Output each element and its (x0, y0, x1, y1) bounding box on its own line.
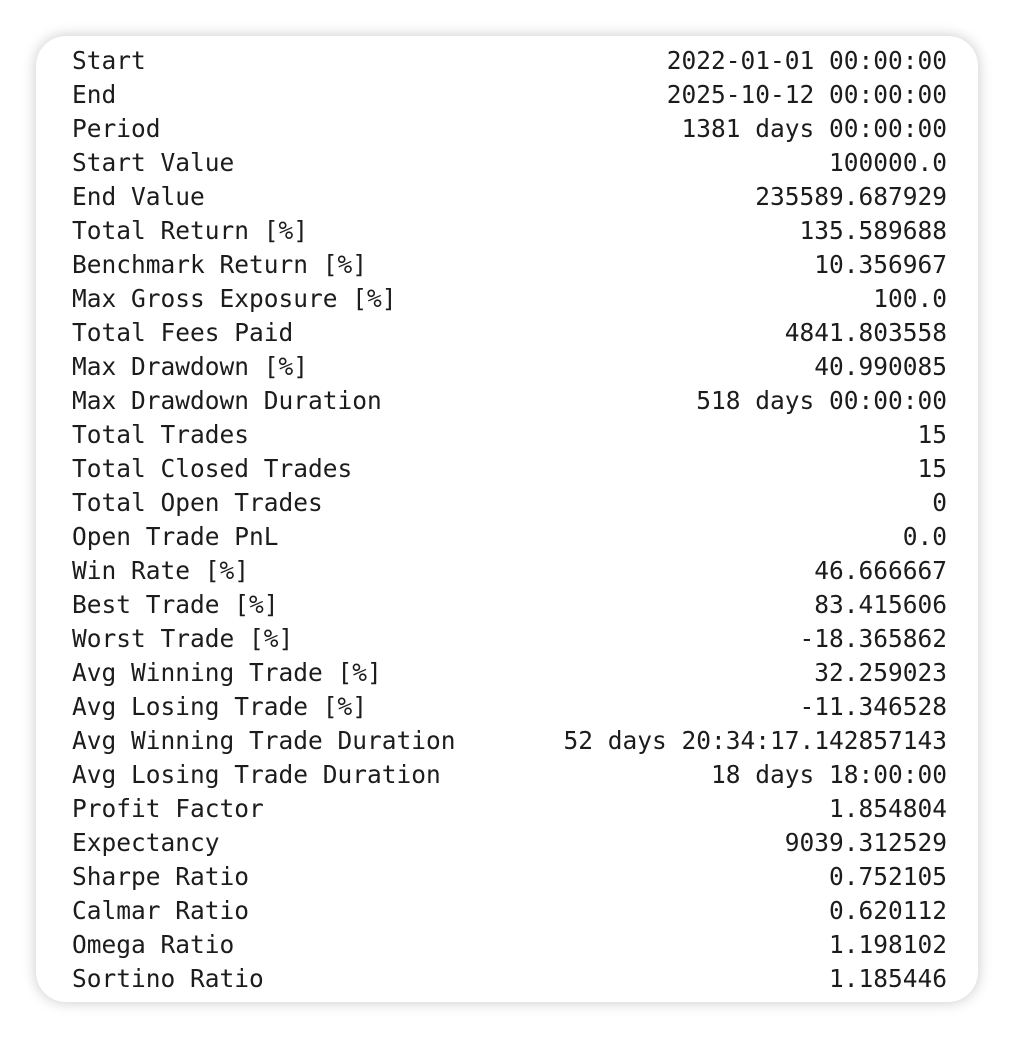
stat-row: Avg Losing Trade [%] -11.346528 (72, 690, 947, 724)
stat-row: Expectancy 9039.312529 (72, 826, 947, 860)
stat-value: 32.259023 (814, 658, 947, 687)
stat-value: 2022-01-01 00:00:00 (666, 46, 947, 75)
stat-value: -11.346528 (799, 692, 947, 721)
stat-row: End 2025-10-12 00:00:00 (72, 78, 947, 112)
stat-value: 235589.687929 (755, 182, 947, 211)
stat-row: Total Fees Paid 4841.803558 (72, 316, 947, 350)
stat-label: Sharpe Ratio (72, 862, 250, 891)
stat-value: 0.0 (902, 522, 947, 551)
stat-value: 1381 days 00:00:00 (681, 114, 947, 143)
stat-value: 9039.312529 (784, 828, 947, 857)
stat-value: 1.198102 (828, 930, 947, 959)
stat-label: Avg Losing Trade [%] (72, 692, 368, 721)
stat-label: Total Fees Paid (72, 318, 294, 347)
stat-value: 46.666667 (814, 556, 947, 585)
stat-label: Total Return [%] (72, 216, 309, 245)
stats-table: Start 2022-01-01 00:00:00 End 2025-10-12 00… (72, 44, 947, 996)
stat-value: 15 (917, 454, 947, 483)
stat-label: Omega Ratio (72, 930, 235, 959)
stat-label: Period (72, 114, 161, 143)
stat-row: Sortino Ratio 1.185446 (72, 962, 947, 996)
stat-row: Avg Winning Trade Duration 52 days 20:34:… (72, 724, 947, 758)
stat-row: Max Gross Exposure [%] 100.0 (72, 282, 947, 316)
stat-row: Worst Trade [%] -18.365862 (72, 622, 947, 656)
stat-value: 135.589688 (799, 216, 947, 245)
stat-row: Start 2022-01-01 00:00:00 (72, 44, 947, 78)
stat-label: Sortino Ratio (72, 964, 264, 993)
stat-value: 83.415606 (814, 590, 947, 619)
stat-label: Total Closed Trades (72, 454, 353, 483)
stat-value: 52 days 20:34:17.142857143 (563, 726, 947, 755)
stat-value: 18 days 18:00:00 (710, 760, 947, 789)
stat-row: Omega Ratio 1.198102 (72, 928, 947, 962)
stat-row: Max Drawdown Duration 518 days 00:00:00 (72, 384, 947, 418)
stat-row: Sharpe Ratio 0.752105 (72, 860, 947, 894)
stats-card: Start 2022-01-01 00:00:00 End 2025-10-12 00… (36, 36, 978, 1002)
stat-label: Profit Factor (72, 794, 264, 823)
stat-row: Calmar Ratio 0.620112 (72, 894, 947, 928)
stat-row: Best Trade [%] 83.415606 (72, 588, 947, 622)
stat-label: Open Trade PnL (72, 522, 279, 551)
stat-label: Expectancy (72, 828, 220, 857)
stat-label: End (72, 80, 117, 109)
stat-row: Profit Factor 1.854804 (72, 792, 947, 826)
stat-label: Benchmark Return [%] (72, 250, 368, 279)
stat-row: Total Open Trades 0 (72, 486, 947, 520)
stat-row: Period 1381 days 00:00:00 (72, 112, 947, 146)
stat-value: 0.620112 (828, 896, 947, 925)
stat-label: Win Rate [%] (72, 556, 250, 585)
stat-label: Max Drawdown Duration (72, 386, 382, 415)
stat-label: Calmar Ratio (72, 896, 250, 925)
stat-value: 1.185446 (828, 964, 947, 993)
stat-row: Max Drawdown [%] 40.990085 (72, 350, 947, 384)
stat-value: -18.365862 (799, 624, 947, 653)
stat-row: Open Trade PnL 0.0 (72, 520, 947, 554)
stat-row: Benchmark Return [%] 10.356967 (72, 248, 947, 282)
stat-value: 0 (932, 488, 947, 517)
stat-label: Best Trade [%] (72, 590, 279, 619)
stat-value: 10.356967 (814, 250, 947, 279)
stat-row: End Value 235589.687929 (72, 180, 947, 214)
stat-value: 518 days 00:00:00 (696, 386, 947, 415)
stat-label: Total Trades (72, 420, 250, 449)
stat-row: Start Value 100000.0 (72, 146, 947, 180)
stat-label: Avg Winning Trade [%] (72, 658, 382, 687)
stat-row: Total Trades 15 (72, 418, 947, 452)
stat-value: 0.752105 (828, 862, 947, 891)
stat-label: Max Drawdown [%] (72, 352, 309, 381)
stat-row: Avg Losing Trade Duration 18 days 18:00:0… (72, 758, 947, 792)
stat-label: Worst Trade [%] (72, 624, 294, 653)
stat-label: Max Gross Exposure [%] (72, 284, 397, 313)
stat-label: Start Value (72, 148, 235, 177)
stat-label: Start (72, 46, 146, 75)
stat-value: 100000.0 (828, 148, 947, 177)
stat-label: Total Open Trades (72, 488, 323, 517)
stat-value: 40.990085 (814, 352, 947, 381)
stat-row: Win Rate [%] 46.666667 (72, 554, 947, 588)
stat-value: 15 (917, 420, 947, 449)
stat-label: Avg Losing Trade Duration (72, 760, 441, 789)
stat-value: 1.854804 (828, 794, 947, 823)
stat-row: Total Closed Trades 15 (72, 452, 947, 486)
stat-row: Total Return [%] 135.589688 (72, 214, 947, 248)
stat-value: 4841.803558 (784, 318, 947, 347)
stat-value: 100.0 (873, 284, 947, 313)
stat-label: Avg Winning Trade Duration (72, 726, 456, 755)
stat-value: 2025-10-12 00:00:00 (666, 80, 947, 109)
stat-label: End Value (72, 182, 205, 211)
stat-row: Avg Winning Trade [%] 32.259023 (72, 656, 947, 690)
